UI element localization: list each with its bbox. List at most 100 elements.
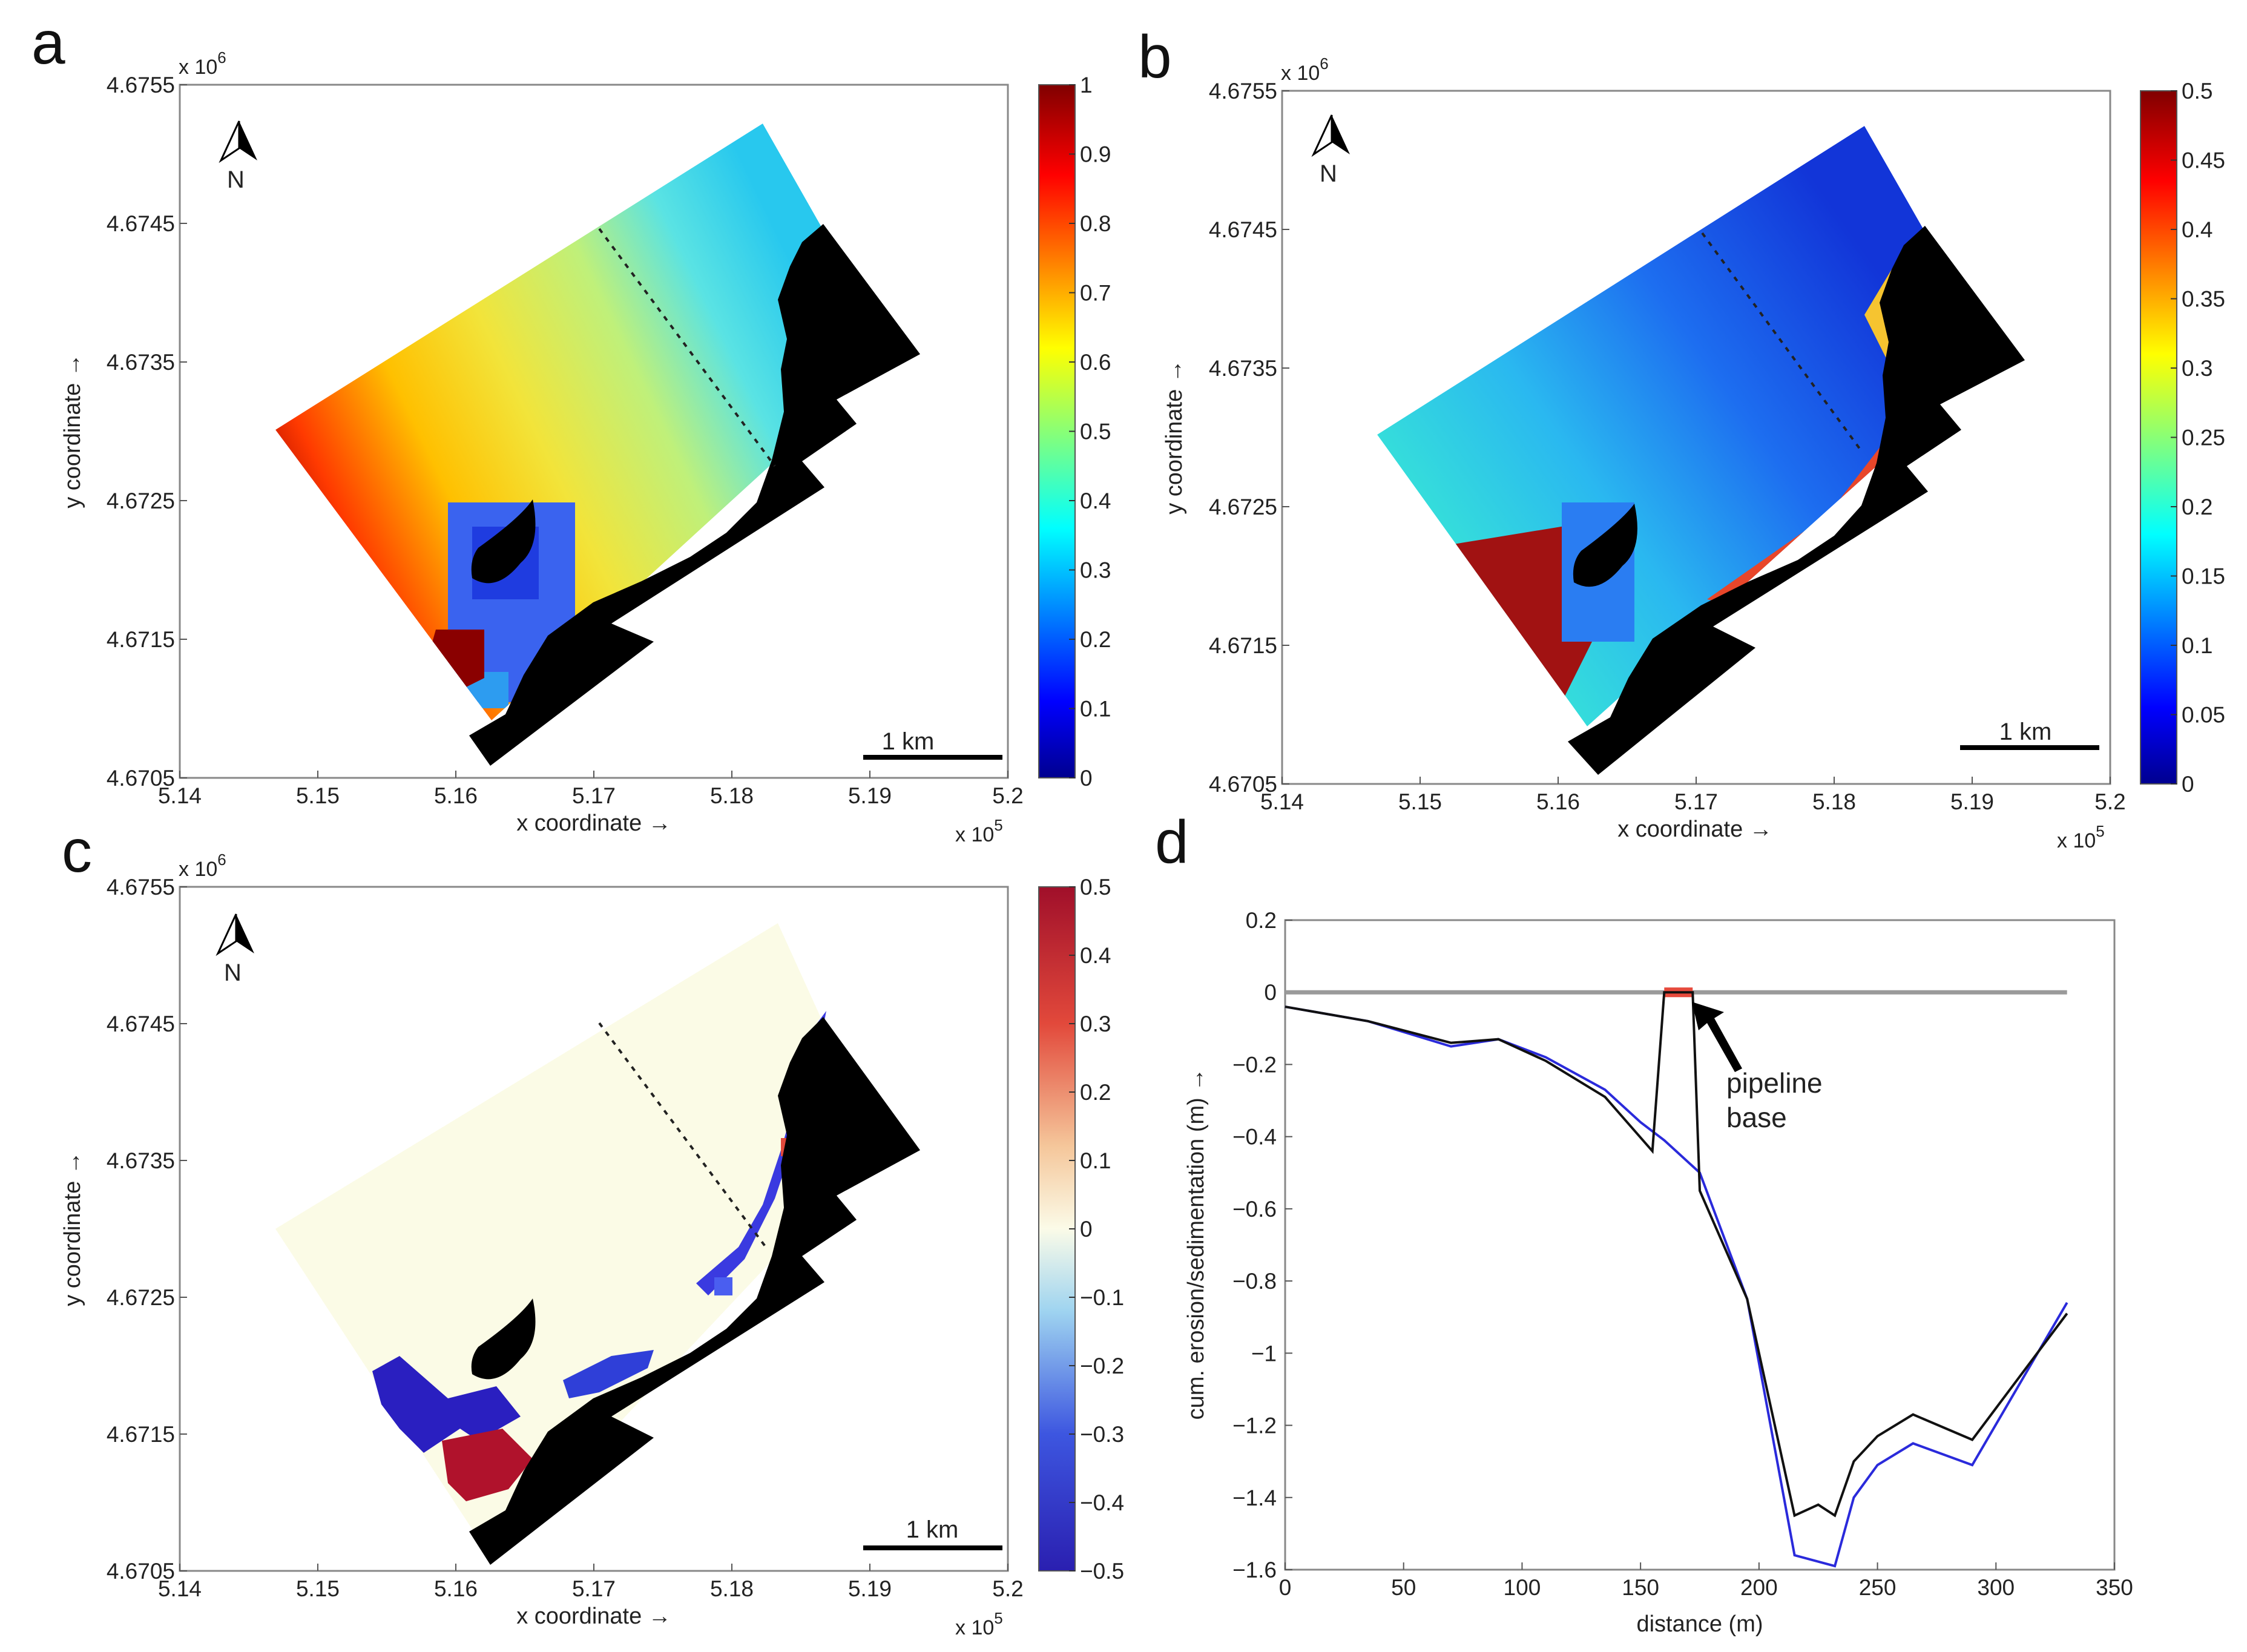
colorbar-tick-label: 0.9 bbox=[1080, 142, 1111, 167]
y-tick-label: 4.6735 bbox=[107, 350, 175, 375]
y-tick-label: −0.6 bbox=[1232, 1197, 1277, 1222]
panel-d-axes-frame bbox=[1284, 919, 2116, 1571]
panel-b-axis-ticks: 5.14 5.15 5.16 5.17 5.18 5.19 5.2 4.6705 4.6715 4… bbox=[1209, 79, 2126, 814]
y-multiplier-base: x 10 bbox=[1281, 62, 1320, 85]
panel-d-axis-ticks: 0 50 100 150 200 250 300 350 −1.6 −1.4 −1.2 −1 −0.8 −… bbox=[1232, 908, 2133, 1600]
colorbar-tick-label: 0.5 bbox=[1080, 875, 1111, 900]
colorbar-tick-label: −0.3 bbox=[1080, 1422, 1124, 1447]
north-label: N bbox=[1320, 160, 1337, 187]
panel-c-xlabel: x coordinate → bbox=[516, 1604, 671, 1629]
panel-a-axis-ticks: 5.14 5.15 5.16 5.17 5.18 5.19 5.2 4.6705 4.6715 4… bbox=[107, 73, 1024, 808]
x-tick-label: 5.17 bbox=[1674, 789, 1718, 814]
colorbar-tick-label: 0 bbox=[1080, 1217, 1093, 1242]
y-tick-label: 4.6725 bbox=[107, 489, 175, 513]
y-multiplier-exp: 6 bbox=[217, 48, 226, 67]
y-tick-label: −1.2 bbox=[1232, 1413, 1277, 1438]
colorbar-tick-label: 0.7 bbox=[1080, 281, 1111, 306]
colorbar-tick-label: −0.5 bbox=[1080, 1559, 1124, 1584]
x-multiplier-exp: 5 bbox=[994, 1609, 1002, 1627]
panel-b-xlabel: x coordinate → bbox=[1617, 817, 1772, 842]
panel-c-transect bbox=[598, 1022, 767, 1248]
x-tick-label: 100 bbox=[1504, 1575, 1541, 1600]
x-tick-label: 300 bbox=[1977, 1575, 2015, 1600]
x-tick-label: 5.15 bbox=[1398, 789, 1442, 814]
scalebar-bar bbox=[863, 1545, 1002, 1550]
colorbar-tick-label: 0.6 bbox=[1080, 350, 1111, 375]
panel-d-ylabel: cum. erosion/sedimentation (m) → bbox=[1183, 1068, 1209, 1420]
y-tick-label: −1.4 bbox=[1232, 1486, 1277, 1510]
colorbar-ticks: 0 0.05 0.1 0.15 0.2 0.25 0.3 0.35 0.4 0.45 0.5 bbox=[2171, 79, 2225, 797]
y-tick-label: −0.8 bbox=[1232, 1269, 1277, 1294]
panel-b-land bbox=[1568, 226, 2025, 775]
x-tick-label: 5.19 bbox=[848, 783, 892, 808]
scalebar-bar bbox=[863, 755, 1002, 760]
north-label: N bbox=[224, 959, 242, 986]
y-tick-label: 4.6705 bbox=[1209, 772, 1277, 797]
north-arrow-right-half bbox=[236, 914, 254, 953]
x-tick-label: 5.18 bbox=[710, 1576, 754, 1601]
erosion-patch-mid bbox=[563, 1350, 654, 1398]
colorbar-tick-label: 0.1 bbox=[1080, 697, 1111, 722]
panel-b-island bbox=[1573, 504, 1637, 587]
colorbar-tick-label: 0.3 bbox=[1080, 558, 1111, 583]
x-tick-label: 200 bbox=[1740, 1575, 1778, 1600]
x-tick-label: 0 bbox=[1279, 1575, 1292, 1600]
panel-a-colorbar: 0 0.1 0.2 0.3 0.4 0.5 0.6 0.7 0.8 0.9 1 bbox=[1038, 73, 1111, 791]
colorbar-tick-label: 0.3 bbox=[2182, 356, 2212, 381]
y-tick-label: 4.6735 bbox=[107, 1148, 175, 1173]
y-multiplier-exp: 6 bbox=[217, 851, 226, 869]
y-tick-label: 4.6745 bbox=[107, 1012, 175, 1036]
erosion-patch-west bbox=[372, 1356, 521, 1453]
y-tick-label: 4.6735 bbox=[1209, 356, 1277, 381]
annotation-line-1: pipeline bbox=[1726, 1067, 1823, 1099]
x-tick-label: 5.14 bbox=[1260, 789, 1304, 814]
scalebar-label: 1 km bbox=[906, 1516, 959, 1543]
x-tick-label: 5.15 bbox=[296, 783, 340, 808]
y-tick-label: 0.2 bbox=[1246, 908, 1277, 933]
x-tick-label: 50 bbox=[1391, 1575, 1416, 1600]
y-tick-label: 4.6755 bbox=[1209, 79, 1277, 104]
panel-b-north-arrow: N bbox=[1311, 114, 1350, 187]
colorbar-tick-label: 0.8 bbox=[1080, 211, 1111, 236]
colorbar-tick-label: 0.05 bbox=[2182, 703, 2225, 728]
y-tick-label: 4.6715 bbox=[107, 627, 175, 652]
y-tick-label: −0.2 bbox=[1232, 1052, 1277, 1077]
colorbar-tick-label: 0.5 bbox=[2182, 79, 2212, 104]
panel-c-x-multiplier: x 105 bbox=[955, 1609, 1003, 1639]
panel-c-y-multiplier: x 106 bbox=[179, 851, 226, 881]
x-tick-label: 250 bbox=[1859, 1575, 1897, 1600]
panel-b-ylabel: y coordinate → bbox=[1162, 360, 1187, 515]
colorbar-tick-label: 0.4 bbox=[1080, 489, 1111, 513]
panel-label-a: a bbox=[31, 9, 65, 77]
x-tick-label: 5.16 bbox=[1536, 789, 1580, 814]
x-multiplier-base: x 10 bbox=[955, 1616, 994, 1639]
colorbar-tick-label: 0.25 bbox=[2182, 426, 2225, 450]
annotation-line-2: base bbox=[1726, 1102, 1787, 1133]
y-tick-label: 4.6715 bbox=[1209, 633, 1277, 658]
x-tick-label: 5.14 bbox=[158, 783, 202, 808]
panel-label-b: b bbox=[1138, 23, 1172, 91]
panel-label-d: d bbox=[1155, 808, 1189, 876]
x-tick-label: 5.18 bbox=[710, 783, 754, 808]
colorbar-tick-label: 0.2 bbox=[1080, 1080, 1111, 1105]
colorbar-tick-label: 0.3 bbox=[1080, 1012, 1111, 1036]
panel-a-scalebar: 1 km bbox=[863, 728, 1002, 760]
panel-a-island bbox=[471, 499, 536, 584]
y-multiplier-base: x 10 bbox=[179, 56, 217, 79]
colorbar-tick-label: −0.1 bbox=[1080, 1285, 1124, 1310]
panel-label-c: c bbox=[62, 817, 92, 885]
colorbar-tick-label: 0.4 bbox=[2182, 217, 2212, 242]
panel-c-scalebar: 1 km bbox=[863, 1516, 1002, 1550]
panel-b-colorbar: 0 0.05 0.1 0.15 0.2 0.25 0.3 0.35 0.4 0.45 0.5 bbox=[2140, 79, 2225, 797]
colorbar-tick-label: 1 bbox=[1080, 73, 1093, 97]
y-tick-label: 4.6745 bbox=[107, 211, 175, 236]
panel-c-axis-ticks: 5.14 5.15 5.16 5.17 5.18 5.19 5.2 4.6705 4.6715 4… bbox=[107, 875, 1024, 1601]
x-multiplier-exp: 5 bbox=[994, 816, 1002, 834]
panel-b-scalebar: 1 km bbox=[1960, 719, 2099, 750]
x-tick-label: 5.16 bbox=[434, 783, 478, 808]
north-arrow-right-half bbox=[239, 121, 257, 160]
pipeline-annotation: pipeline base bbox=[1692, 1002, 1823, 1133]
north-label: N bbox=[227, 166, 245, 193]
panel-a-field bbox=[275, 123, 823, 720]
